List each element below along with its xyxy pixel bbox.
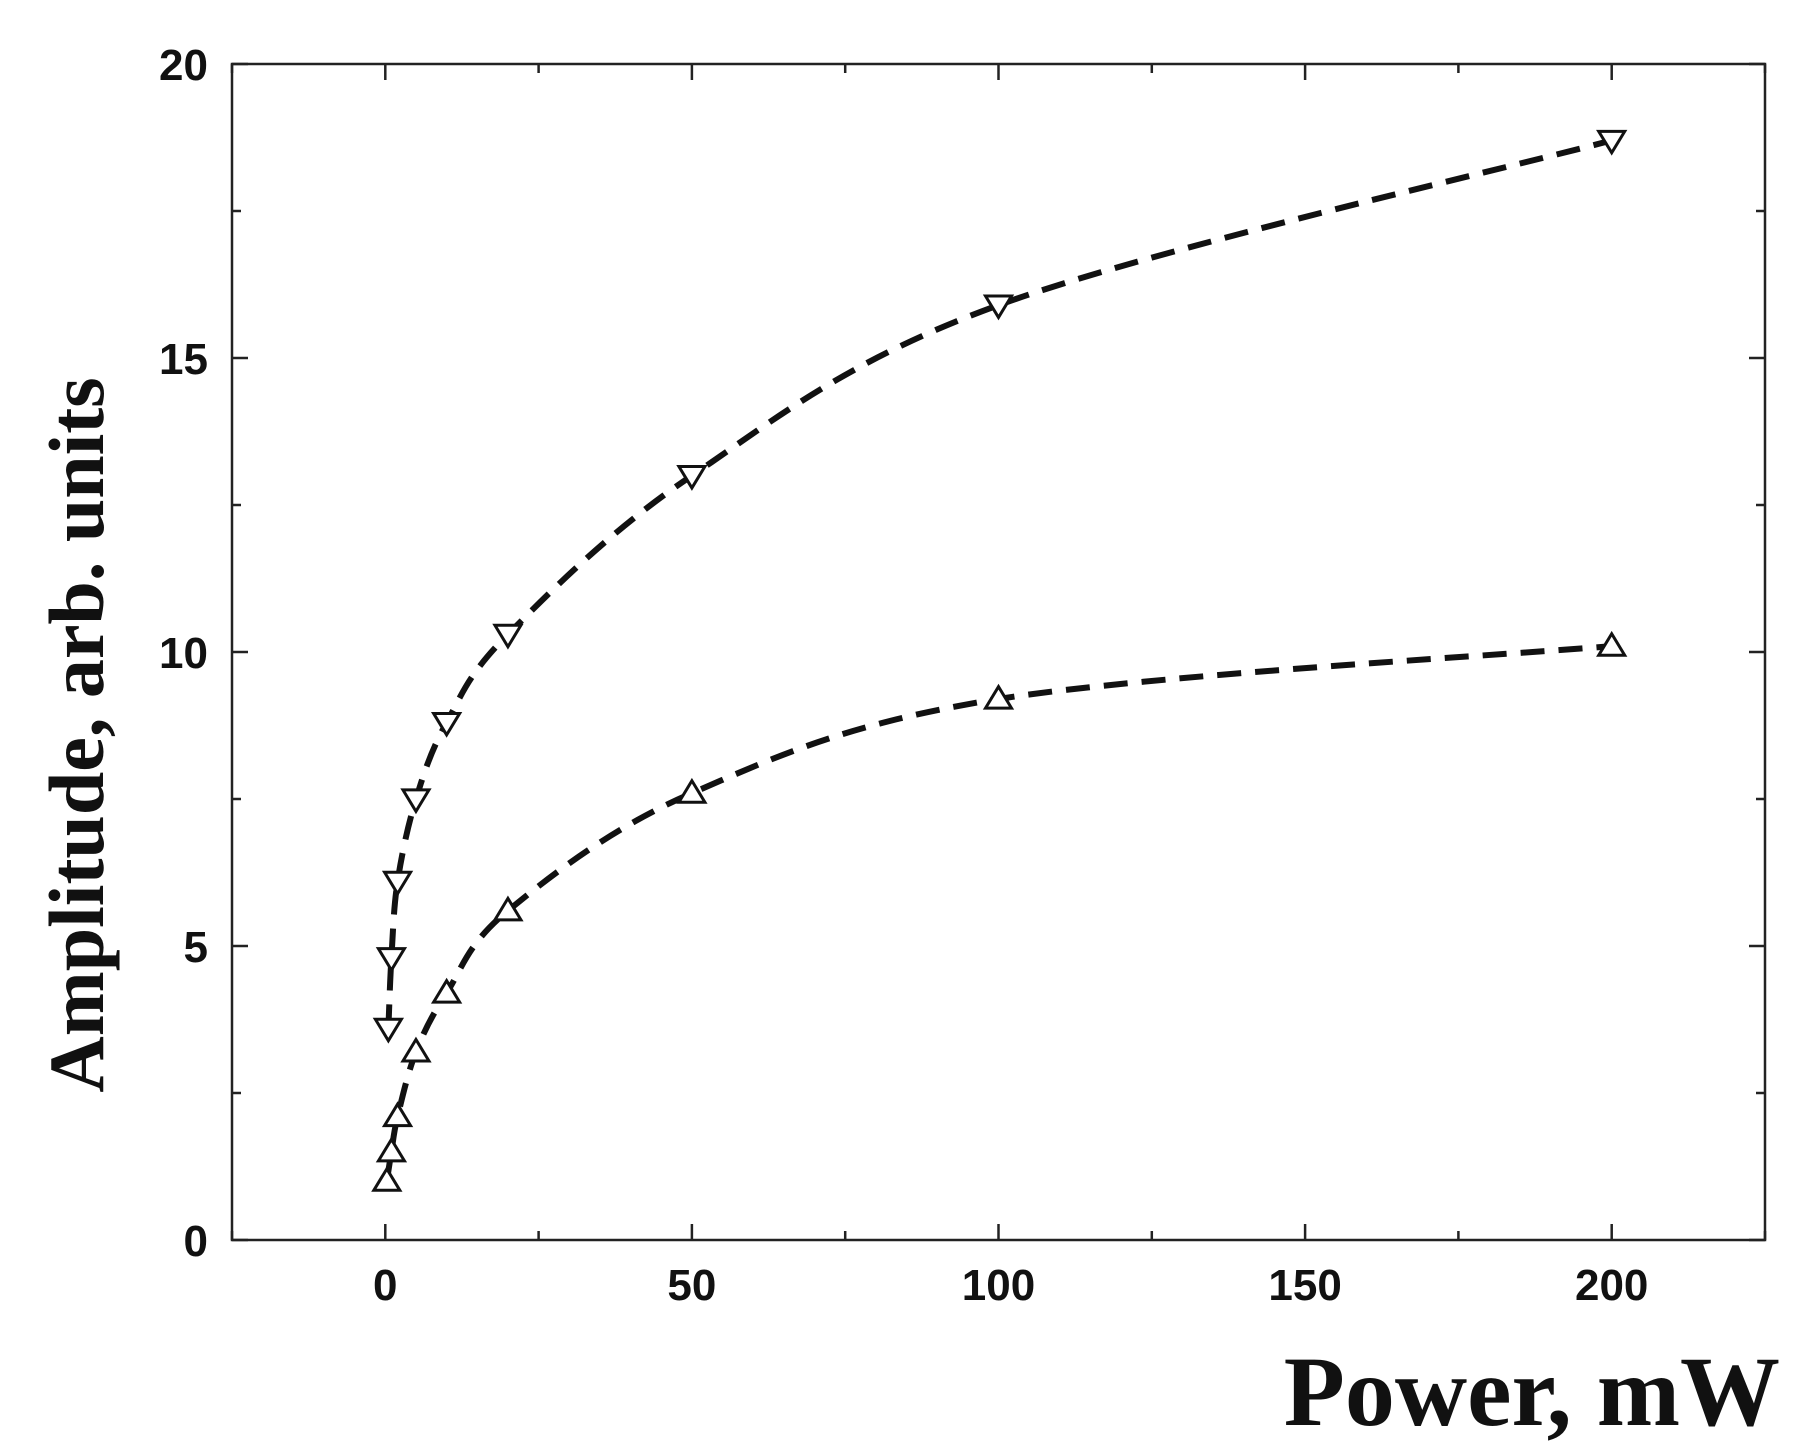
up-triangle-point bbox=[1596, 630, 1628, 657]
up-triangle-point bbox=[375, 1136, 408, 1163]
down-triangle-point bbox=[492, 623, 524, 650]
fit-curve-1 bbox=[385, 137, 1613, 1029]
down-triangle-point bbox=[381, 870, 414, 897]
x-tick-label: 200 bbox=[1575, 1261, 1648, 1310]
x-tick-label: 50 bbox=[667, 1261, 716, 1310]
down-triangle-point bbox=[676, 465, 708, 491]
plot-area: 0 50 100 150 200 0 5 10 15 20 bbox=[159, 41, 1767, 1310]
x-tick-label: 100 bbox=[962, 1261, 1035, 1310]
up-triangle-point bbox=[371, 1165, 403, 1192]
y-tick-label: 0 bbox=[184, 1217, 208, 1266]
x-tick-label: 150 bbox=[1268, 1261, 1341, 1310]
down-triangle-point bbox=[375, 947, 408, 974]
up-triangle-point bbox=[430, 977, 463, 1004]
y-tick-label: 20 bbox=[159, 41, 208, 90]
down-triangle-point bbox=[400, 788, 432, 815]
fit-curve-2 bbox=[383, 643, 1612, 1182]
down-triangle-point bbox=[982, 294, 1015, 321]
y-tick-label: 10 bbox=[159, 629, 208, 678]
x-tick-label: 0 bbox=[373, 1261, 397, 1310]
up-triangle-point bbox=[492, 895, 524, 922]
up-triangle-point bbox=[676, 777, 708, 804]
y-axis-title: Amplitude, arb. units bbox=[33, 377, 120, 1092]
up-triangle-point bbox=[982, 683, 1015, 710]
y-tick-label: 5 bbox=[184, 923, 208, 972]
down-triangle-point bbox=[430, 711, 463, 738]
x-axis-title: Power, mW bbox=[1284, 1336, 1780, 1447]
y-tick-label: 15 bbox=[159, 335, 208, 384]
up-triangle-point bbox=[400, 1036, 432, 1063]
up-triangle-point bbox=[381, 1101, 414, 1128]
down-triangle-point bbox=[1596, 129, 1628, 156]
down-triangle-point bbox=[372, 1017, 405, 1044]
